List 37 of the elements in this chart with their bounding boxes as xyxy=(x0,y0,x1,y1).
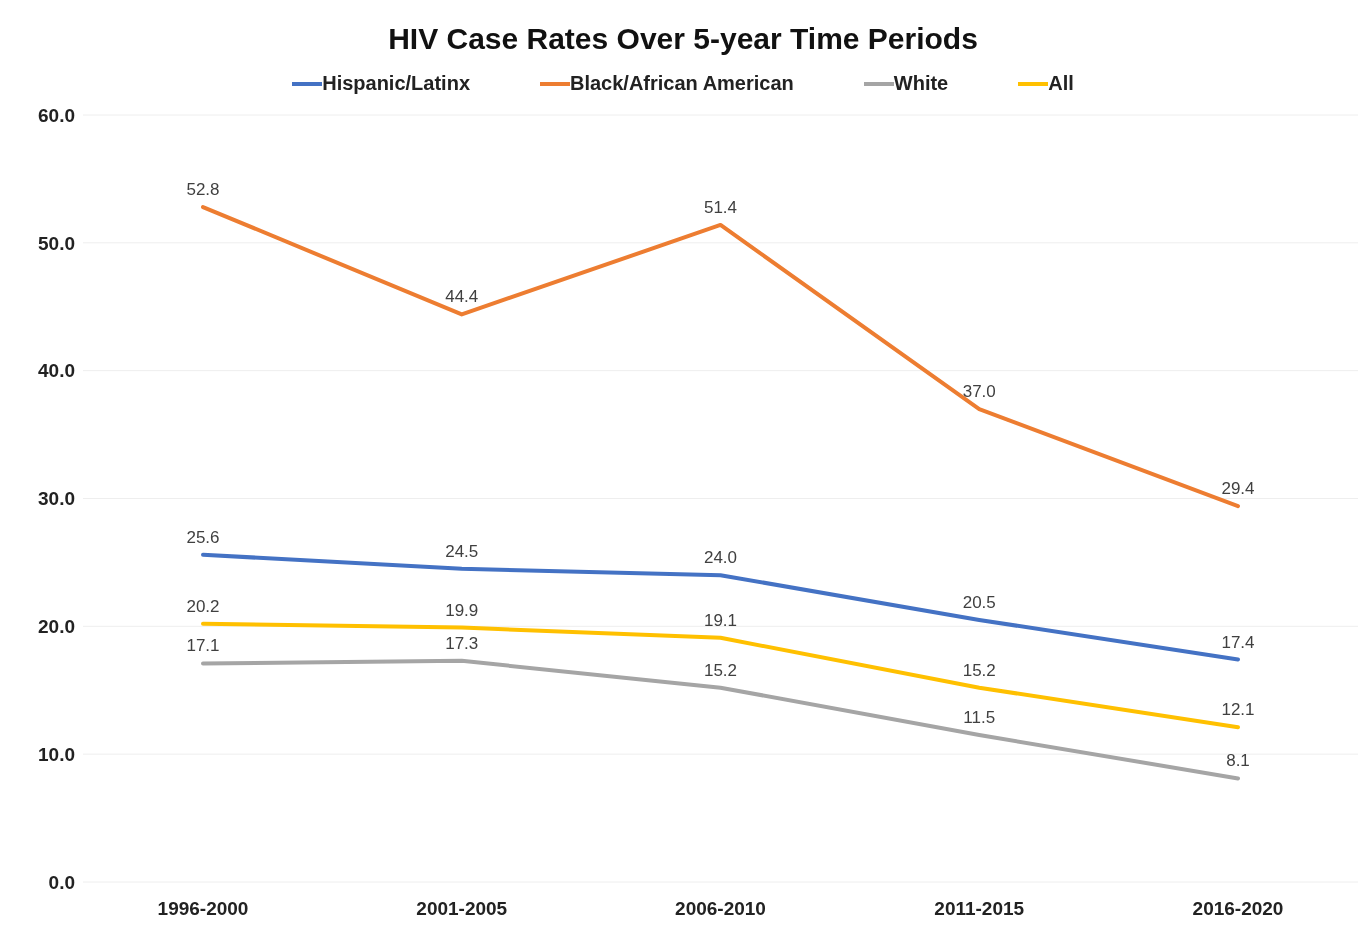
y-tick-label: 40.0 xyxy=(38,360,75,382)
x-tick-label: 2011-2015 xyxy=(934,898,1025,920)
legend-label: Hispanic/Latinx xyxy=(322,72,470,95)
data-label: 8.1 xyxy=(1226,751,1250,771)
legend-label: Black/African American xyxy=(570,72,794,95)
data-label: 12.1 xyxy=(1221,700,1255,720)
data-label: 24.5 xyxy=(445,541,479,561)
data-label: 24.0 xyxy=(703,548,738,568)
y-tick-label: 30.0 xyxy=(38,488,75,510)
data-label: 20.2 xyxy=(186,596,220,616)
data-label: 25.6 xyxy=(186,527,220,547)
data-label: 51.4 xyxy=(703,197,738,217)
legend-label: All xyxy=(1048,72,1074,95)
y-tick-label: 0.0 xyxy=(48,871,75,893)
data-label: 19.1 xyxy=(703,610,738,630)
data-label: 17.3 xyxy=(445,633,479,653)
chart-title: HIV Case Rates Over 5-year Time Periods xyxy=(387,21,979,57)
y-tick-label: 20.0 xyxy=(38,616,75,638)
x-tick-label: 2016-2020 xyxy=(1192,898,1284,920)
legend-label: White xyxy=(893,72,949,95)
x-tick-label: 2001-2005 xyxy=(416,898,508,920)
data-label: 29.4 xyxy=(1221,479,1255,499)
data-label: 17.4 xyxy=(1221,632,1255,652)
data-label: 15.2 xyxy=(703,660,738,680)
data-label: 20.5 xyxy=(962,592,996,612)
y-tick-label: 60.0 xyxy=(38,104,75,126)
x-tick-label: 2006-2010 xyxy=(675,898,766,920)
data-label: 52.8 xyxy=(186,180,220,200)
data-label: 15.2 xyxy=(962,660,996,680)
data-label: 19.9 xyxy=(445,600,479,620)
x-tick-label: 1996-2000 xyxy=(157,898,249,920)
data-label: 17.1 xyxy=(186,636,220,656)
y-tick-label: 50.0 xyxy=(38,232,75,254)
y-tick-label: 10.0 xyxy=(38,743,75,765)
data-label: 44.4 xyxy=(445,287,479,307)
data-label: 37.0 xyxy=(962,382,996,402)
data-label: 11.5 xyxy=(963,707,996,727)
